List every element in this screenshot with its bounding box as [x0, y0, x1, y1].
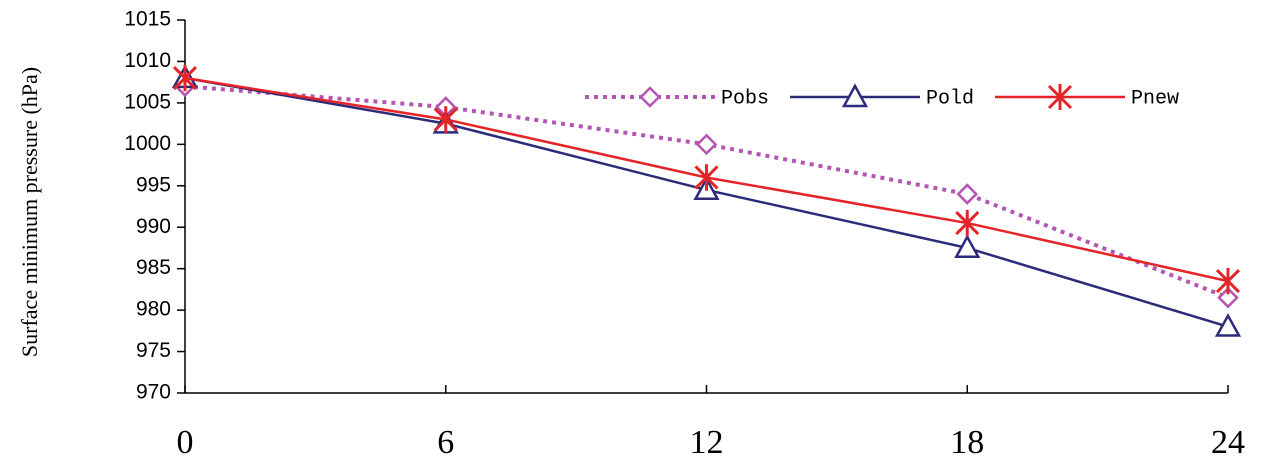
legend-item: Pold	[790, 83, 974, 110]
y-tick-label: 1015	[124, 8, 171, 31]
legend-marker	[841, 83, 869, 108]
legend-item: Pobs	[585, 86, 769, 110]
legend-marker	[1047, 84, 1073, 110]
marker	[955, 209, 980, 237]
legend-label: Pold	[926, 87, 974, 110]
y-tick-label: 980	[136, 298, 171, 321]
marker	[433, 106, 458, 133]
x-tick-label: 12	[690, 424, 724, 461]
x-tick-label: 18	[950, 424, 984, 461]
legend-label: Pnew	[1131, 87, 1179, 110]
x-tick-label: 24	[1211, 424, 1245, 461]
marker	[954, 234, 981, 258]
y-tick-label: 995	[136, 173, 171, 196]
marker	[172, 64, 198, 92]
y-tick-label: 990	[136, 215, 171, 238]
x-tick-label: 6	[437, 424, 454, 461]
y-tick-label: 1000	[124, 132, 171, 155]
marker	[694, 164, 719, 191]
marker	[1215, 267, 1241, 295]
y-axis-label: Surface minimum pressure (hPa)	[17, 67, 42, 357]
y-tick-label: 985	[136, 256, 171, 279]
y-tick-label: 1005	[124, 90, 171, 113]
legend-label: Pobs	[721, 87, 769, 110]
y-tick-label: 970	[136, 381, 171, 404]
marker	[1214, 313, 1242, 337]
marker	[956, 183, 979, 205]
legend-item: Pnew	[995, 84, 1179, 110]
series-line	[184, 76, 1229, 328]
x-tick-label: 0	[177, 424, 194, 461]
y-tick-label: 975	[136, 339, 171, 362]
marker	[695, 133, 718, 156]
legend-marker	[639, 86, 661, 108]
marker	[1217, 286, 1239, 309]
y-tick-label: 1010	[124, 49, 171, 72]
